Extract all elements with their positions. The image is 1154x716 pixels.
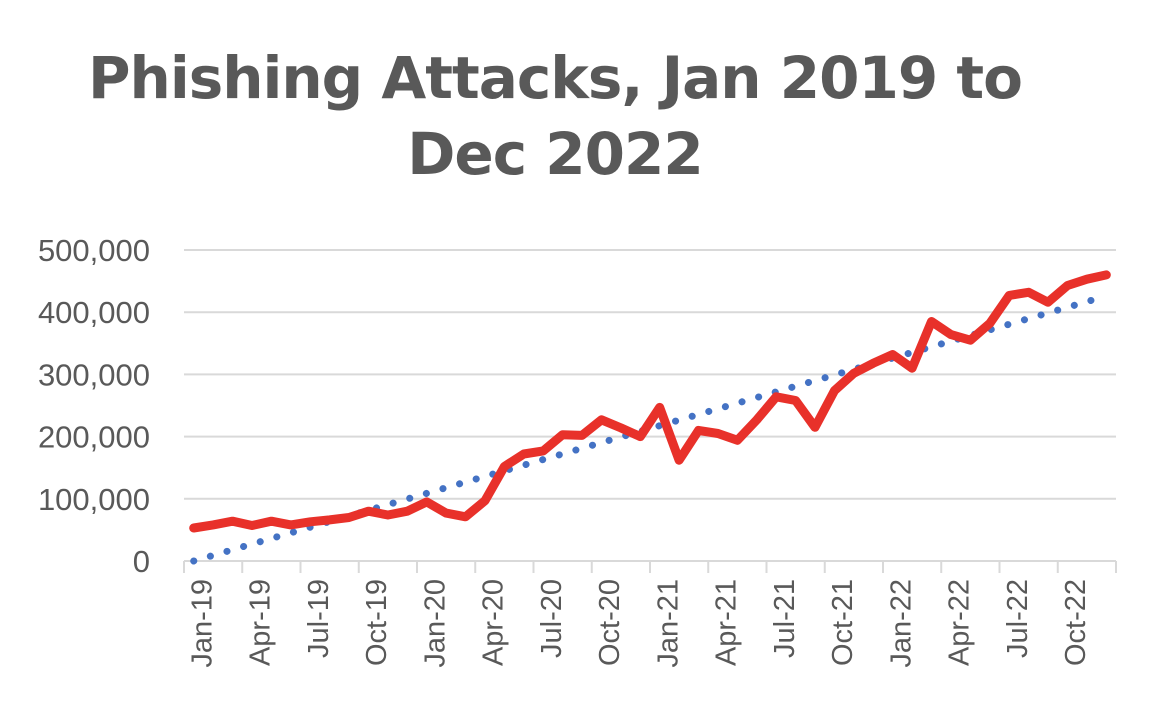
x-tick-label: Oct-21 bbox=[827, 579, 859, 666]
x-tick-label: Apr-22 bbox=[944, 579, 976, 666]
gridlines bbox=[184, 249, 1116, 500]
x-tick-label: Oct-20 bbox=[594, 579, 626, 666]
x-tick-label: Apr-19 bbox=[245, 579, 277, 666]
x-axis: Jan-19 Apr-19 Jul-19 Oct-19 Jan-20 Apr-20 Jul-… bbox=[183, 560, 1117, 668]
x-tick-label: Jan-21 bbox=[652, 579, 684, 668]
x-tick-label: Jul-21 bbox=[769, 579, 801, 658]
chart-title: Phishing Attacks, Jan 2019 to Dec 2022 bbox=[0, 40, 1110, 192]
chart-title-line-2: Dec 2022 bbox=[407, 120, 703, 188]
y-tick-label: 100,000 bbox=[38, 482, 150, 517]
x-tick-label: Jan-20 bbox=[419, 579, 451, 668]
y-tick-label: 500,000 bbox=[38, 233, 150, 268]
y-tick-label: 200,000 bbox=[38, 420, 150, 455]
x-tick-label: Jan-22 bbox=[885, 579, 917, 668]
y-axis-labels: 0 100,000 200,000 300,000 400,000 500,000 bbox=[38, 233, 150, 579]
y-tick-label: 400,000 bbox=[38, 295, 150, 330]
x-tick-label: Jul-22 bbox=[1002, 579, 1034, 658]
chart-title-line-1: Phishing Attacks, Jan 2019 to bbox=[88, 44, 1023, 112]
x-tick-label: Apr-20 bbox=[478, 579, 510, 666]
x-tick-label: Apr-21 bbox=[711, 579, 743, 666]
y-tick-label: 300,000 bbox=[38, 357, 150, 392]
x-tick-label: Jul-19 bbox=[303, 579, 335, 658]
y-tick-label: 0 bbox=[133, 544, 150, 579]
phishing-series bbox=[189, 270, 1111, 533]
x-tick-label: Oct-22 bbox=[1060, 579, 1092, 666]
x-tick-label: Jan-19 bbox=[186, 579, 218, 668]
phishing-line bbox=[189, 270, 1111, 533]
x-tick-label: Oct-19 bbox=[361, 579, 393, 666]
x-tick-label: Jul-20 bbox=[536, 579, 568, 658]
